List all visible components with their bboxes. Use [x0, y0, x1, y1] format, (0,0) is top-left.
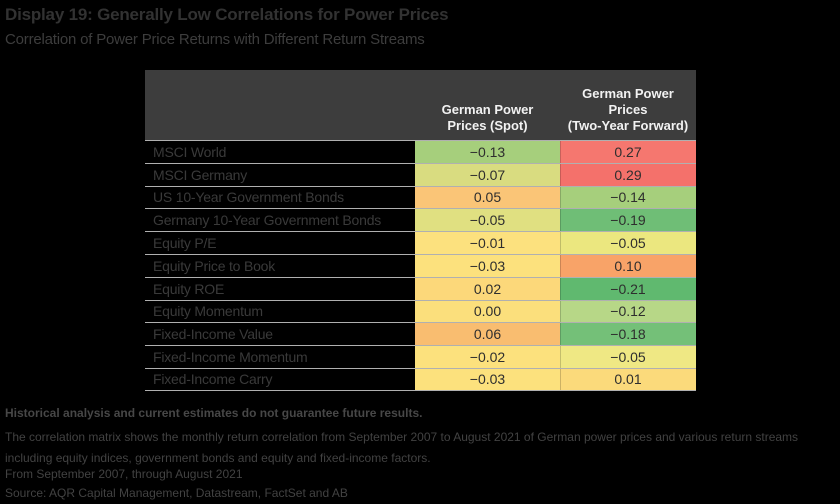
row-label: Fixed-Income Value	[145, 323, 415, 346]
footnote-description: The correlation matrix shows the monthly…	[5, 430, 799, 465]
forward-correlation-cell: −0.18	[560, 323, 696, 346]
table-row: Fixed-Income Value 0.06 −0.18	[145, 322, 696, 346]
forward-correlation-cell: −0.21	[560, 277, 696, 300]
table-row: Equity ROE 0.02 −0.21	[145, 276, 696, 300]
spot-correlation-cell: 0.06	[415, 323, 560, 346]
forward-correlation-cell: 0.29	[560, 163, 696, 186]
forward-correlation-cell: −0.14	[560, 186, 696, 209]
row-label: Fixed-Income Momentum	[145, 346, 415, 368]
table-row: Fixed-Income Momentum −0.02 −0.05	[145, 345, 696, 368]
page-subtitle: Correlation of Power Price Returns with …	[5, 31, 425, 48]
forward-correlation-cell: 0.01	[560, 368, 696, 390]
row-label: Equity Momentum	[145, 300, 415, 323]
footnote-disclaimer: Historical analysis and current estimate…	[5, 406, 423, 420]
table-row: US 10-Year Government Bonds 0.05 −0.14	[145, 185, 696, 209]
table-row: Equity P/E −0.01 −0.05	[145, 231, 696, 254]
col-header-forward: German Power Prices (Two-Year Forward)	[567, 86, 689, 133]
spot-correlation-cell: −0.07	[415, 163, 560, 186]
col-header-spot: German Power Prices (Spot)	[441, 102, 534, 133]
table-header: German Power Prices (Spot) German Power …	[145, 70, 696, 140]
correlation-table: German Power Prices (Spot) German Power …	[145, 70, 696, 391]
forward-correlation-cell: −0.19	[560, 209, 696, 232]
spot-correlation-cell: −0.02	[415, 346, 560, 368]
row-label: MSCI Germany	[145, 163, 415, 186]
row-label: Fixed-Income Carry	[145, 368, 415, 390]
table-row: Equity Price to Book −0.03 0.10	[145, 253, 696, 277]
spot-correlation-cell: −0.03	[415, 368, 560, 390]
forward-correlation-cell: 0.10	[560, 254, 696, 277]
table-row: MSCI Germany −0.07 0.29	[145, 162, 696, 186]
footnote-source: Source: AQR Capital Management, Datastre…	[5, 486, 348, 500]
footnote-period: From September 2007, through August 2021	[5, 467, 243, 481]
table-row: MSCI World −0.13 0.27	[145, 140, 696, 163]
forward-correlation-cell: −0.05	[560, 346, 696, 368]
row-label: MSCI World	[145, 141, 415, 163]
table-row: Fixed-Income Carry −0.03 0.01	[145, 367, 696, 391]
forward-correlation-cell: −0.05	[560, 232, 696, 254]
forward-correlation-cell: 0.27	[560, 141, 696, 163]
table-row: Equity Momentum 0.00 −0.12	[145, 299, 696, 323]
row-label-header	[145, 70, 415, 140]
spot-correlation-cell: 0.00	[415, 300, 560, 323]
spot-correlation-cell: −0.05	[415, 209, 560, 232]
spot-correlation-cell: −0.03	[415, 254, 560, 277]
row-label: Equity ROE	[145, 277, 415, 300]
forward-correlation-cell: −0.12	[560, 300, 696, 323]
row-label: US 10-Year Government Bonds	[145, 186, 415, 209]
table-row: Germany 10-Year Government Bonds −0.05 −0.…	[145, 208, 696, 232]
spot-correlation-cell: −0.13	[415, 141, 560, 163]
row-label: Germany 10-Year Government Bonds	[145, 209, 415, 232]
spot-correlation-cell: 0.05	[415, 186, 560, 209]
row-label: Equity P/E	[145, 232, 415, 254]
table-body: MSCI World −0.13 0.27 MSCI Germany −0.07 0.29…	[145, 140, 696, 391]
row-label: Equity Price to Book	[145, 254, 415, 277]
spot-correlation-cell: 0.02	[415, 277, 560, 300]
spot-correlation-cell: −0.01	[415, 232, 560, 254]
page-title: Display 19: Generally Low Correlations f…	[5, 5, 449, 24]
